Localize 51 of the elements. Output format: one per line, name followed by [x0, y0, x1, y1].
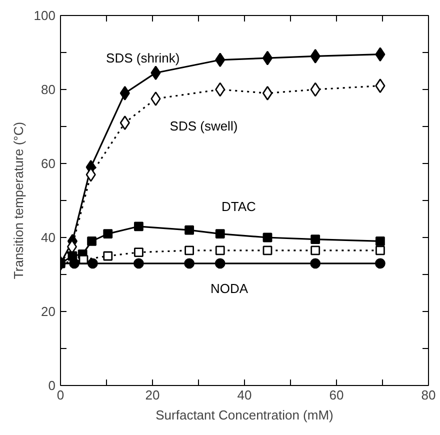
point — [103, 229, 113, 238]
point — [215, 246, 225, 256]
point — [310, 49, 320, 64]
point — [69, 258, 80, 269]
y-tick-label: 20 — [41, 304, 56, 319]
point — [262, 246, 272, 256]
point — [215, 52, 226, 68]
x-axis-title: Surfactant Concentration (mM) — [156, 408, 334, 422]
point — [310, 246, 320, 256]
x-tick-label: 20 — [145, 388, 160, 402]
point — [262, 86, 273, 100]
point — [214, 258, 226, 269]
point — [184, 258, 194, 269]
x-tick-label: 40 — [237, 388, 252, 402]
point — [310, 234, 320, 244]
point — [87, 236, 96, 246]
point — [262, 50, 273, 66]
y-axis-title: Transition temperature (°C) — [10, 122, 26, 280]
x-tick-label: 80 — [421, 388, 436, 402]
point — [103, 251, 113, 261]
series-label: DTAC — [221, 198, 256, 214]
point — [376, 246, 385, 256]
point — [120, 86, 130, 100]
point — [120, 116, 130, 130]
point — [375, 78, 386, 93]
y-tick-label: 100 — [34, 8, 56, 23]
point — [88, 258, 98, 269]
series-label: NODA — [210, 280, 248, 296]
y-tick-label: 0 — [48, 378, 56, 393]
y-tick-label: 80 — [41, 82, 56, 97]
point — [310, 258, 321, 269]
point — [150, 66, 161, 80]
point — [375, 47, 386, 62]
x-tick-label: 60 — [329, 388, 344, 402]
point — [184, 225, 194, 235]
point — [134, 222, 144, 232]
y-tick-label: 60 — [41, 156, 56, 171]
point — [134, 248, 144, 257]
point — [376, 236, 385, 246]
point — [150, 92, 161, 106]
series-label: SDS (swell) — [170, 118, 238, 134]
point — [215, 229, 225, 238]
point — [134, 258, 144, 269]
point — [375, 258, 386, 269]
y-tick-label: 40 — [41, 230, 56, 245]
point — [215, 82, 226, 97]
point — [310, 82, 320, 97]
point — [86, 167, 96, 182]
series-label: SDS (shrink) — [106, 50, 180, 66]
point — [184, 246, 194, 256]
point — [262, 232, 272, 242]
